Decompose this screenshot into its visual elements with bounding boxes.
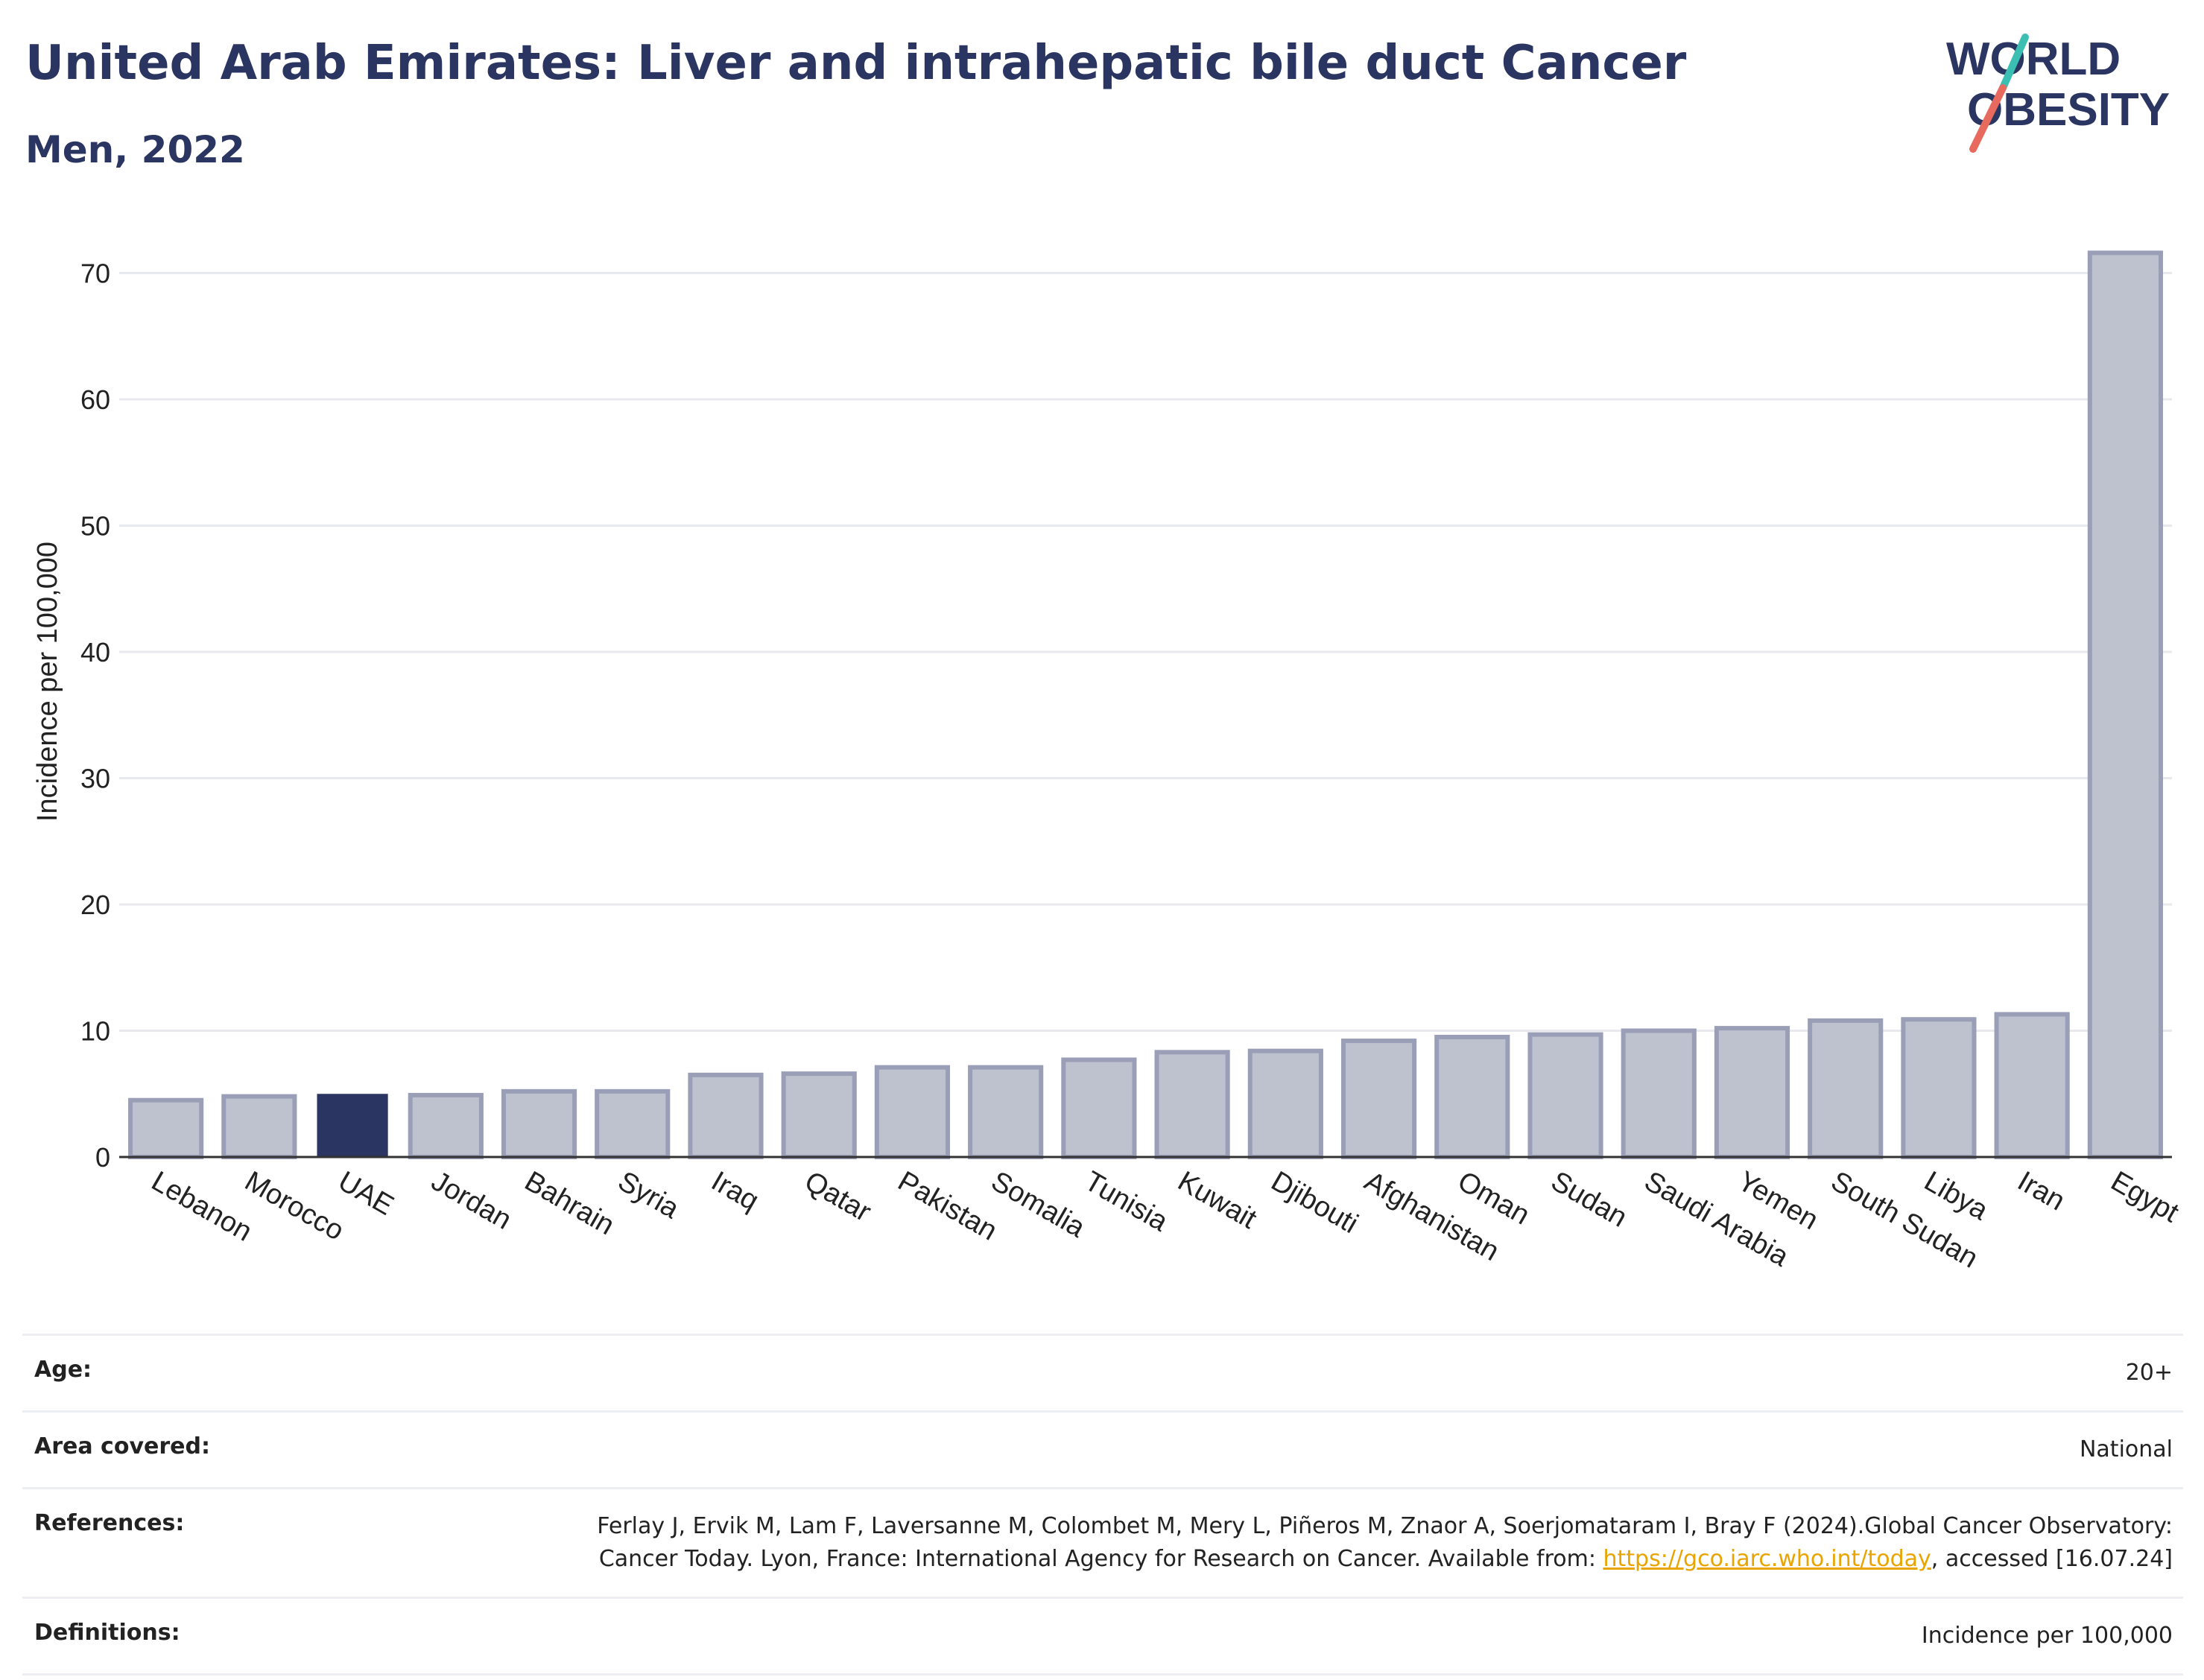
bar-oman bbox=[1434, 1034, 1510, 1159]
y-tick-label: 30 bbox=[80, 764, 110, 794]
x-tick-label: Pakistan bbox=[893, 1165, 1002, 1246]
x-tick-label: Kuwait bbox=[1173, 1165, 1262, 1235]
logo-slash-teal bbox=[1999, 34, 2029, 92]
y-tick-label: 0 bbox=[95, 1142, 110, 1173]
bar-yemen bbox=[1714, 1026, 1790, 1159]
x-tick-label: Iraq bbox=[706, 1165, 764, 1217]
x-tick-label: Somalia bbox=[986, 1165, 1091, 1243]
info-row-references: References: Ferlay J, Ervik M, Lam F, La… bbox=[22, 1487, 2183, 1597]
references-link[interactable]: https://gco.iarc.who.int/today bbox=[1603, 1546, 1931, 1572]
x-tick-label: Iran bbox=[2013, 1165, 2071, 1217]
x-tick-label: Tunisia bbox=[1079, 1165, 1174, 1237]
info-table: Age: 20+ Area covered: National Referenc… bbox=[22, 1334, 2183, 1676]
x-tick-label: Egypt bbox=[2106, 1165, 2185, 1229]
bar-lebanon bbox=[128, 1097, 204, 1159]
bar-qatar bbox=[781, 1071, 857, 1160]
bar-tunisia bbox=[1061, 1057, 1137, 1159]
page-subtitle: Men, 2022 bbox=[25, 128, 245, 171]
x-tick-label: Bahrain bbox=[519, 1165, 619, 1241]
info-row-definitions: Definitions: Incidence per 100,000 bbox=[22, 1597, 2183, 1676]
bar-kuwait bbox=[1154, 1050, 1230, 1159]
x-tick-label: Jordan bbox=[426, 1165, 517, 1235]
age-value: 20+ bbox=[2125, 1360, 2173, 1386]
references-text: Ferlay J, Ervik M, Lam F, Laversanne M, … bbox=[597, 1513, 2173, 1572]
bar-south-sudan bbox=[1808, 1018, 1884, 1159]
x-tick-label: UAE bbox=[333, 1165, 399, 1221]
bar-djibouti bbox=[1247, 1048, 1323, 1159]
bar-afghanistan bbox=[1340, 1039, 1417, 1160]
y-tick-label: 20 bbox=[80, 890, 110, 920]
area-label: Area covered: bbox=[34, 1433, 210, 1459]
bar-saudi-arabia bbox=[1621, 1028, 1697, 1159]
x-tick-label: Morocco bbox=[239, 1165, 349, 1246]
age-label: Age: bbox=[34, 1357, 92, 1383]
definitions-value: Incidence per 100,000 bbox=[1921, 1623, 2173, 1649]
bar-egypt bbox=[2087, 250, 2163, 1159]
logo-word-world: WORLD bbox=[1946, 34, 2121, 85]
y-tick-label: 60 bbox=[80, 384, 110, 415]
logo-slash-coral bbox=[1969, 84, 2007, 153]
page-title: United Arab Emirates: Liver and intrahep… bbox=[25, 36, 1687, 91]
info-row-area: Area covered: National bbox=[22, 1410, 2183, 1487]
bar-bahrain bbox=[501, 1088, 577, 1159]
x-tick-label: Djibouti bbox=[1266, 1165, 1364, 1240]
x-tick-label: Lebanon bbox=[146, 1165, 257, 1247]
bar-somalia bbox=[968, 1065, 1044, 1160]
references-label: References: bbox=[34, 1510, 185, 1536]
bar-uae bbox=[317, 1094, 388, 1157]
definitions-label: Definitions: bbox=[34, 1620, 180, 1646]
bar-iran bbox=[1994, 1012, 2070, 1159]
bar-iraq bbox=[688, 1072, 764, 1159]
bar-jordan bbox=[408, 1092, 484, 1159]
world-obesity-logo: WORLD OBESITY bbox=[1946, 34, 2170, 153]
y-tick-label: 40 bbox=[80, 637, 110, 668]
y-tick-label: 50 bbox=[80, 511, 110, 542]
area-value: National bbox=[2079, 1436, 2173, 1462]
references-value: Ferlay J, Ervik M, Lam F, Laversanne M, … bbox=[571, 1510, 2173, 1576]
bar-sudan bbox=[1527, 1032, 1603, 1159]
bar-libya bbox=[1901, 1017, 1977, 1159]
x-tick-label: Sudan bbox=[1546, 1165, 1633, 1233]
bar-pakistan bbox=[874, 1065, 951, 1160]
x-tick-label: Qatar bbox=[799, 1165, 877, 1228]
references-text-end: , accessed [16.07.24] bbox=[1931, 1546, 2173, 1572]
y-tick-label: 70 bbox=[80, 259, 110, 289]
y-tick-label: 10 bbox=[80, 1016, 110, 1047]
bar-morocco bbox=[221, 1094, 297, 1160]
y-axis-label: Incidence per 100,000 bbox=[32, 542, 63, 822]
info-row-age: Age: 20+ bbox=[22, 1334, 2183, 1410]
bar-syria bbox=[595, 1088, 671, 1159]
x-tick-label: Syria bbox=[612, 1165, 685, 1225]
